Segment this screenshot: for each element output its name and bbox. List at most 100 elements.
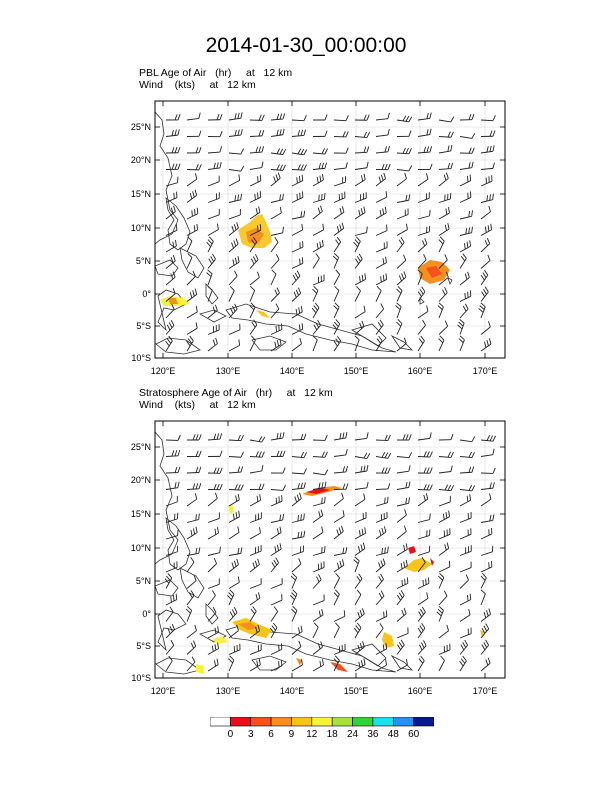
wind-barb (186, 112, 201, 121)
wind-barb (228, 493, 240, 507)
wind-barb (249, 658, 261, 672)
colorbar-swatch (372, 717, 394, 727)
wind-barb (270, 206, 282, 220)
wind-barb (396, 271, 407, 286)
wind-barb (459, 436, 476, 443)
wind-barb (417, 451, 433, 458)
wind-barb (375, 163, 391, 171)
wind-barb (354, 589, 362, 606)
wind-barb (459, 639, 469, 655)
wind-barb (375, 335, 383, 352)
wind-barb (249, 558, 260, 573)
wind-barb (333, 525, 344, 540)
wind-barb (333, 483, 349, 490)
wind-barb (437, 302, 444, 319)
wind-barb (312, 594, 325, 606)
wind-barb (249, 512, 262, 523)
wind-barb (354, 527, 366, 540)
wind-barb (417, 286, 426, 302)
wind-barb (375, 191, 388, 203)
wind-barb (291, 482, 306, 490)
wind-barb (333, 559, 345, 573)
wind-barb (291, 492, 302, 507)
wind-barb (270, 526, 282, 540)
wind-barb (228, 208, 241, 220)
wind-barb (459, 561, 472, 573)
wind-barb (354, 573, 363, 589)
wind-barb (396, 319, 403, 335)
wind-barb (270, 643, 283, 655)
wind-barb (291, 210, 306, 220)
coastlines (155, 111, 453, 355)
wind-barb (459, 210, 473, 220)
wind-barb (396, 543, 408, 556)
wind-barb (270, 450, 286, 457)
wind-barb (228, 547, 243, 556)
wind-barb (375, 483, 391, 490)
colorbar-label: 48 (387, 729, 399, 740)
lon-label: 160°E (408, 686, 433, 696)
wind-barb (291, 433, 307, 441)
wind-barb (375, 273, 388, 286)
wind-barb (417, 513, 431, 523)
wind-barb (332, 319, 341, 335)
wind-barb (207, 304, 218, 319)
wind-barb (459, 494, 471, 507)
wind-barb (228, 484, 244, 491)
wind-barb (228, 256, 240, 269)
wind-barb (396, 497, 410, 507)
wind-barb (417, 192, 430, 203)
lat-label: 0° (142, 609, 151, 619)
wind-barb (291, 640, 302, 655)
map-frame (154, 100, 506, 359)
wind-barb (438, 590, 448, 606)
lat-label: 15°N (131, 509, 151, 519)
wind-barb (186, 624, 197, 639)
wind-barb (165, 545, 179, 556)
wind-barb (228, 112, 243, 121)
wind-barb (396, 559, 408, 573)
wind-barb (270, 172, 281, 187)
wind-barb (207, 483, 223, 491)
wind-barb (165, 163, 181, 170)
wind-barb (312, 434, 328, 441)
wind-barb (312, 622, 319, 639)
wind-barb (270, 432, 285, 441)
wind-barb (165, 205, 176, 220)
wind-barb (417, 545, 431, 556)
colorbar-label: 9 (288, 729, 295, 740)
wind-barb (395, 302, 402, 319)
lat-lon-grid (155, 101, 505, 358)
colorbar-swatch (250, 717, 272, 727)
colorbar-swatch (352, 717, 374, 727)
wind-barb (270, 659, 283, 672)
lon-label: 160°E (408, 366, 433, 376)
wind-barb (270, 148, 287, 155)
wind-barb (165, 481, 180, 490)
wind-barb (458, 335, 465, 352)
wind-barb (457, 318, 465, 335)
wind-barb (396, 627, 409, 639)
wind-barb (164, 573, 173, 589)
wind-barb (165, 271, 176, 286)
wind-barb (312, 205, 323, 220)
wind-barb (165, 623, 175, 639)
panel1-subtitle-wind: Wind (kts) at 12 km (139, 79, 256, 91)
wind-barb (312, 469, 329, 476)
wind-barb (438, 465, 453, 474)
wind-barb (228, 148, 244, 155)
wind-barb (333, 622, 340, 639)
wind-barb (417, 238, 428, 253)
lat-label: 10°S (131, 673, 151, 683)
wind-barb (438, 144, 453, 154)
wind-barb (228, 607, 238, 622)
wind-barb (333, 206, 345, 220)
colorbar-label: 18 (326, 729, 338, 740)
wind-barb (312, 526, 324, 540)
wind-barb (333, 655, 340, 672)
wind-barb (165, 529, 179, 540)
wind-barb (333, 191, 346, 203)
wind-barb (249, 494, 261, 507)
wind-barb (375, 129, 390, 137)
